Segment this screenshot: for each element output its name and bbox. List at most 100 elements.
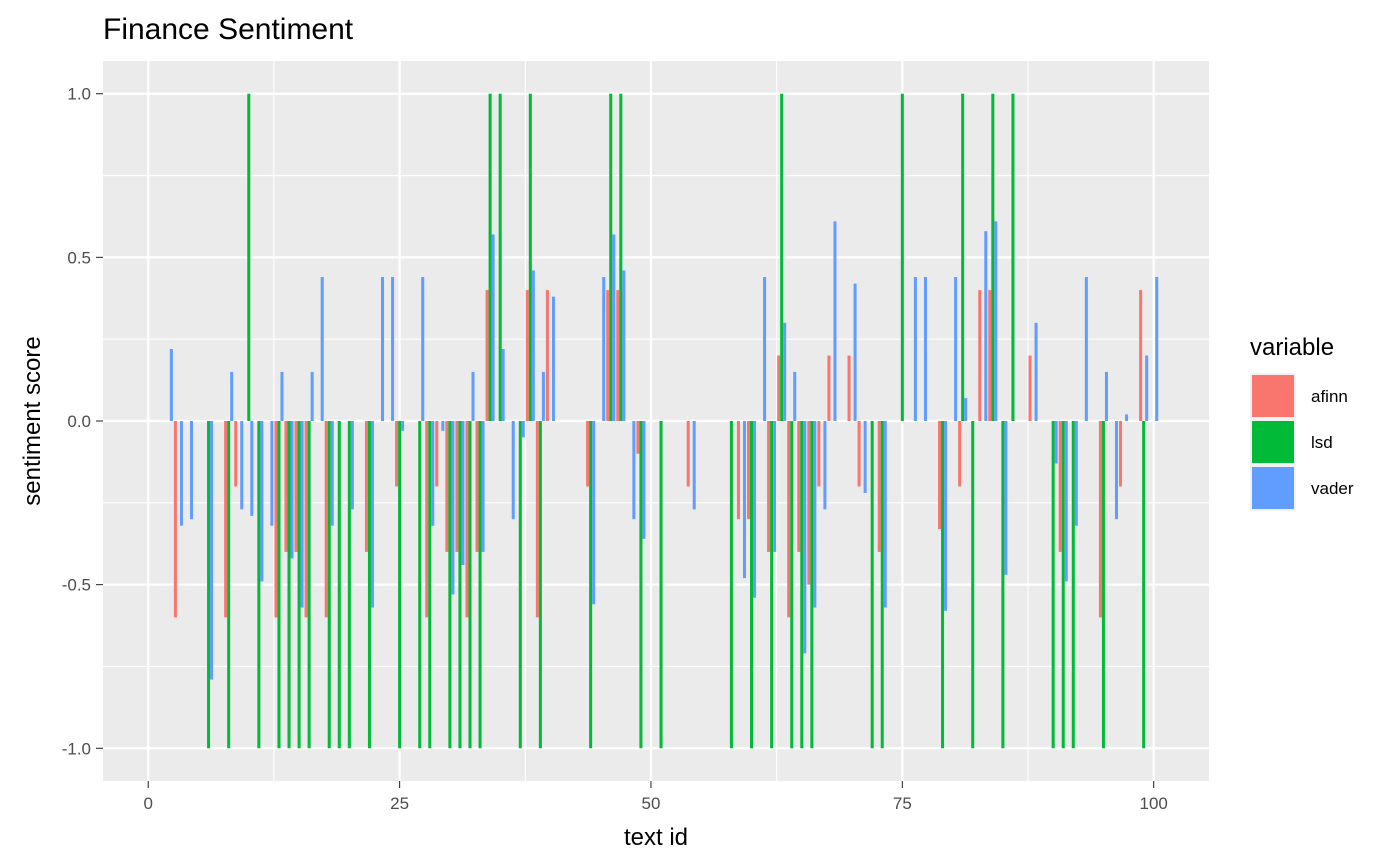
y-tick-label: -0.5: [62, 576, 91, 595]
bar-lsd: [448, 421, 452, 749]
bar-vader: [431, 421, 435, 526]
bar-afinn: [777, 355, 781, 421]
bar-vader: [421, 277, 425, 421]
x-axis-title: text id: [624, 824, 688, 851]
bar-lsd: [589, 421, 593, 749]
bar-afinn: [324, 421, 328, 618]
bar-lsd: [528, 93, 532, 421]
bar-vader: [883, 421, 887, 608]
bar-vader: [210, 421, 214, 680]
bar-afinn: [958, 421, 962, 487]
bar-vader: [320, 277, 324, 421]
bar-vader: [612, 234, 616, 421]
legend-title: variable: [1250, 334, 1334, 361]
bar-vader: [441, 421, 445, 431]
bar-vader: [783, 322, 787, 421]
bar-lsd: [1061, 421, 1065, 749]
bar-vader: [189, 421, 193, 520]
bar-vader: [622, 270, 626, 421]
bar-vader: [1064, 421, 1068, 582]
bar-afinn: [746, 421, 751, 520]
bar-lsd: [770, 421, 774, 749]
bar-afinn: [847, 355, 851, 421]
bar-vader: [692, 421, 696, 510]
bar-lsd: [498, 93, 502, 421]
bar-lsd: [327, 421, 331, 749]
bar-afinn: [1119, 421, 1123, 487]
bar-vader: [511, 421, 515, 520]
bars: [169, 93, 1159, 749]
bar-lsd: [518, 421, 522, 749]
x-tick-label: 75: [893, 794, 912, 813]
bar-afinn: [978, 290, 982, 421]
bar-vader: [984, 231, 988, 421]
bar-lsd: [1001, 421, 1005, 749]
bar-afinn: [545, 290, 549, 421]
bar-vader: [270, 421, 274, 526]
bar-afinn: [586, 421, 590, 487]
y-tick-label: 0.0: [67, 412, 91, 431]
bar-vader: [230, 371, 234, 421]
bar-lsd: [428, 421, 432, 749]
bar-afinn: [485, 290, 489, 421]
bar-afinn: [636, 421, 640, 454]
bar-vader: [642, 421, 646, 539]
bar-vader: [853, 283, 857, 421]
bar-vader: [954, 277, 958, 421]
bar-afinn: [988, 290, 992, 421]
legend-label-lsd: lsd: [1311, 433, 1333, 452]
y-tick-label: -1.0: [62, 739, 91, 758]
bar-vader: [964, 398, 968, 421]
bar-lsd: [1101, 421, 1105, 749]
bar-lsd: [880, 421, 884, 749]
bar-vader: [350, 421, 354, 510]
bar-lsd: [810, 421, 814, 749]
bar-afinn: [606, 290, 610, 421]
bar-lsd: [367, 421, 371, 749]
chart-title: Finance Sentiment: [103, 13, 354, 46]
x-tick-label: 100: [1140, 794, 1168, 813]
bar-lsd: [207, 421, 211, 749]
x-tick-label: 50: [642, 794, 661, 813]
y-axis-title: sentiment score: [19, 336, 46, 505]
bar-lsd: [418, 421, 422, 749]
bar-lsd: [1142, 421, 1146, 749]
bar-vader: [823, 421, 827, 510]
bar-vader: [471, 371, 475, 421]
bar-lsd: [277, 421, 281, 749]
bar-vader: [169, 349, 173, 421]
bar-lsd: [659, 421, 663, 749]
bar-lsd: [750, 421, 754, 749]
bar-vader: [753, 421, 757, 598]
bar-afinn: [1098, 421, 1102, 618]
bar-vader: [773, 421, 777, 552]
bar-vader: [913, 277, 917, 421]
bar-vader: [461, 421, 465, 565]
bar-vader: [300, 421, 304, 608]
legend-key-lsd: [1252, 421, 1294, 463]
bar-vader: [290, 421, 294, 559]
bar-afinn: [787, 421, 791, 618]
bar-vader: [381, 277, 385, 421]
bar-vader: [179, 421, 183, 526]
bar-vader: [1074, 421, 1078, 526]
bar-afinn: [535, 421, 539, 618]
bar-vader: [481, 421, 485, 552]
bar-vader: [451, 421, 455, 595]
bar-afinn: [465, 421, 469, 618]
bar-lsd: [347, 421, 351, 749]
bar-vader: [1125, 414, 1129, 421]
legend-key-vader: [1252, 467, 1294, 509]
bar-vader: [1145, 355, 1149, 421]
bar-vader: [521, 421, 525, 438]
bar-afinn: [173, 421, 177, 618]
bar-vader: [793, 371, 797, 421]
bar-afinn: [284, 421, 288, 552]
bar-afinn: [1028, 355, 1032, 421]
bar-lsd: [800, 421, 804, 749]
x-tick-label: 0: [144, 794, 153, 813]
bar-lsd: [619, 93, 623, 421]
bar-vader: [280, 371, 284, 421]
bar-afinn: [797, 421, 801, 552]
